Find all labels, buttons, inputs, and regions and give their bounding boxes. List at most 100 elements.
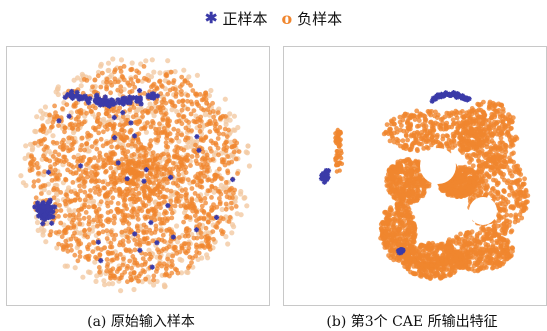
negative-point xyxy=(389,164,395,169)
negative-point xyxy=(223,114,228,119)
negative-point xyxy=(474,137,480,142)
negative-point xyxy=(500,249,506,255)
negative-point xyxy=(451,138,457,143)
positive-point xyxy=(151,95,157,101)
negative-point xyxy=(135,233,141,239)
negative-point xyxy=(111,175,117,180)
negative-point xyxy=(77,230,83,236)
negative-point xyxy=(111,220,117,226)
negative-point xyxy=(417,254,423,260)
positive-point xyxy=(69,95,76,101)
negative-point xyxy=(162,209,168,214)
positive-point xyxy=(168,174,174,180)
negative-point xyxy=(136,191,142,196)
negative-point xyxy=(95,118,100,124)
negative-point xyxy=(484,171,489,177)
negative-point xyxy=(499,201,505,207)
negative-point xyxy=(405,118,411,124)
negative-point xyxy=(143,276,149,282)
negative-point xyxy=(408,133,414,139)
negative-point xyxy=(223,148,229,153)
negative-point xyxy=(75,159,80,164)
negative-point xyxy=(119,272,125,278)
negative-point xyxy=(105,181,111,187)
positive-point xyxy=(35,207,41,213)
negative-point xyxy=(54,245,60,251)
negative-point xyxy=(491,171,497,177)
negative-point xyxy=(117,266,123,271)
negative-point xyxy=(108,209,114,214)
negative-point xyxy=(510,248,515,254)
negative-point xyxy=(123,154,129,159)
negative-point xyxy=(110,124,116,129)
negative-point xyxy=(157,121,162,127)
negative-point xyxy=(205,240,211,246)
positive-point xyxy=(99,98,105,104)
negative-point xyxy=(95,245,101,251)
negative-point xyxy=(417,175,422,180)
negative-point xyxy=(464,120,469,126)
negative-point xyxy=(165,144,171,150)
negative-point xyxy=(87,269,93,276)
negative-point xyxy=(394,136,400,142)
negative-point xyxy=(52,103,57,109)
negative-point xyxy=(96,111,102,117)
negative-point xyxy=(137,237,143,243)
negative-point xyxy=(513,216,519,221)
negative-point xyxy=(94,146,100,152)
negative-point xyxy=(175,191,181,197)
negative-point xyxy=(234,211,240,217)
negative-point xyxy=(108,240,114,246)
negative-point xyxy=(185,231,190,236)
negative-point xyxy=(206,121,212,127)
negative-point xyxy=(519,215,525,221)
negative-point xyxy=(228,200,234,206)
negative-point xyxy=(85,256,91,261)
negative-point xyxy=(132,120,138,125)
negative-point xyxy=(208,87,214,94)
negative-point xyxy=(217,196,222,201)
negative-point xyxy=(147,256,153,262)
negative-point xyxy=(61,154,66,160)
negative-point xyxy=(70,146,75,151)
negative-point xyxy=(408,166,414,172)
negative-point xyxy=(478,132,484,137)
negative-point xyxy=(503,124,509,130)
negative-point xyxy=(448,262,454,268)
negative-point xyxy=(100,223,106,229)
negative-point xyxy=(62,129,67,135)
negative-point xyxy=(170,80,176,86)
negative-point xyxy=(164,187,170,193)
negative-point xyxy=(211,114,217,120)
negative-point xyxy=(71,154,77,160)
negative-point xyxy=(134,225,140,231)
negative-point xyxy=(166,122,172,128)
negative-point xyxy=(162,112,168,118)
negative-point xyxy=(72,252,78,258)
negative-point xyxy=(181,114,187,119)
positive-point xyxy=(136,87,143,94)
negative-point xyxy=(191,235,197,241)
negative-point xyxy=(452,257,458,263)
negative-point xyxy=(193,253,199,259)
negative-point xyxy=(36,178,41,184)
negative-point xyxy=(158,221,164,226)
negative-point xyxy=(175,183,181,189)
negative-point xyxy=(463,263,469,268)
negative-point xyxy=(81,215,87,221)
negative-point xyxy=(490,265,496,270)
negative-point xyxy=(223,180,229,185)
negative-point xyxy=(407,146,413,152)
negative-point xyxy=(445,133,450,139)
negative-point xyxy=(30,145,36,151)
negative-point xyxy=(135,216,141,222)
negative-point xyxy=(115,87,121,93)
negative-point xyxy=(63,177,69,183)
negative-point xyxy=(185,157,190,163)
negative-point xyxy=(94,166,99,172)
negative-point xyxy=(52,149,58,155)
negative-point xyxy=(209,148,214,154)
negative-point xyxy=(97,269,102,275)
negative-point xyxy=(210,100,216,106)
positive-point xyxy=(128,96,134,102)
